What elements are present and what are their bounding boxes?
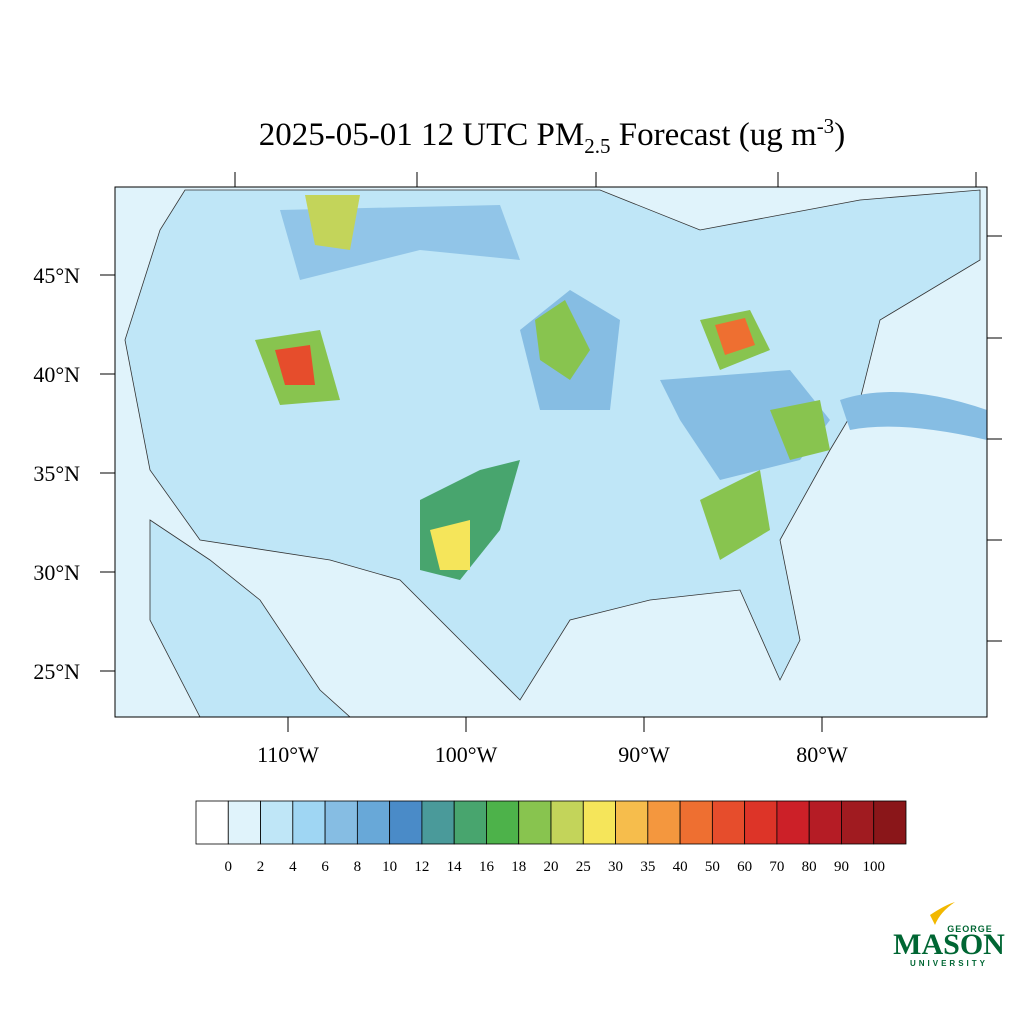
colorbar-label: 0	[225, 859, 233, 875]
colorbar-box	[421, 800, 455, 845]
colorbar-label: 2	[257, 859, 265, 875]
colorbar-box	[260, 800, 294, 845]
colorbar-label: 18	[511, 859, 526, 875]
land	[124, 189, 981, 701]
colorbar-box	[647, 800, 681, 845]
plume	[770, 400, 830, 460]
plume	[430, 520, 470, 570]
title-superscript: -3	[817, 114, 835, 138]
colorbar-label: 80	[802, 859, 817, 875]
colorbar-label: 25	[576, 859, 591, 875]
logo: GEORGE MASON UNIVERSITY	[893, 902, 1005, 968]
colorbar-label: 20	[544, 859, 559, 875]
lon-label: 90°W	[618, 742, 670, 767]
map-title: 2025-05-01 12 UTC PM2.5 Forecast (ug m-3…	[259, 114, 845, 158]
title-text: Forecast (ug m	[610, 117, 817, 153]
plume	[535, 300, 590, 380]
title-text: )	[834, 117, 845, 153]
colorbar-box	[518, 800, 552, 845]
plume	[275, 345, 315, 385]
colorbar-label: 50	[705, 859, 720, 875]
colorbar-label: 16	[479, 859, 495, 875]
colorbar-box	[356, 800, 391, 845]
lon-label: 110°W	[257, 742, 319, 767]
land	[149, 519, 351, 717]
colorbar-box	[744, 800, 778, 845]
lon-label: 80°W	[796, 742, 848, 767]
colorbar-label: 30	[608, 859, 623, 875]
colorbar-label: 6	[321, 859, 329, 875]
lat-label: 30°N	[33, 560, 80, 585]
plume	[700, 470, 770, 560]
plume	[715, 318, 755, 355]
colorbar-box	[195, 800, 229, 845]
colorbar-box	[615, 800, 649, 845]
logo-text: MASON	[893, 928, 1005, 961]
colorbar-label: 8	[354, 859, 362, 875]
colorbar-label: 40	[673, 859, 688, 875]
colorbar-label: 60	[737, 859, 752, 875]
colorbar-box	[776, 800, 810, 845]
plume	[305, 195, 360, 250]
colorbar-box	[679, 800, 713, 845]
colorbar-box	[486, 800, 520, 845]
colorbar-label: 35	[640, 859, 655, 875]
lat-label: 35°N	[33, 461, 80, 486]
colorbar-box	[582, 800, 616, 845]
map	[114, 172, 1002, 718]
haze	[840, 392, 987, 440]
frame-ticks	[234, 172, 1002, 642]
colorbar-label: 70	[769, 859, 784, 875]
title-text: 2025-05-01 12 UTC PM	[259, 117, 584, 153]
logo-text: GEORGE	[947, 924, 993, 934]
colorbar-label: 10	[382, 859, 397, 875]
title-subscript: 2.5	[584, 134, 610, 158]
colorbar-box	[324, 800, 358, 845]
colorbar-box	[808, 800, 842, 845]
colorbar-label: 14	[447, 859, 463, 875]
colorbar-label: 100	[862, 859, 885, 875]
colorbar-box	[711, 800, 746, 845]
logo-mark	[930, 902, 955, 925]
colorbar-box	[389, 800, 423, 845]
lat-label: 45°N	[33, 263, 80, 288]
colorbar-box	[550, 800, 584, 845]
lon-label: 100°W	[435, 742, 498, 767]
colorbar-box	[453, 800, 487, 845]
colorbar-box	[227, 800, 261, 845]
colorbar-box	[841, 800, 875, 845]
logo-text: UNIVERSITY	[910, 959, 988, 968]
map-frame	[114, 186, 988, 718]
colorbar-box	[292, 800, 326, 845]
colorbar-label: 90	[834, 859, 849, 875]
lat-label: 40°N	[33, 362, 80, 387]
colorbar-label: 4	[289, 859, 297, 875]
colorbar-label: 12	[414, 859, 429, 875]
colorbar-box	[873, 800, 907, 845]
lat-label: 25°N	[33, 659, 80, 684]
